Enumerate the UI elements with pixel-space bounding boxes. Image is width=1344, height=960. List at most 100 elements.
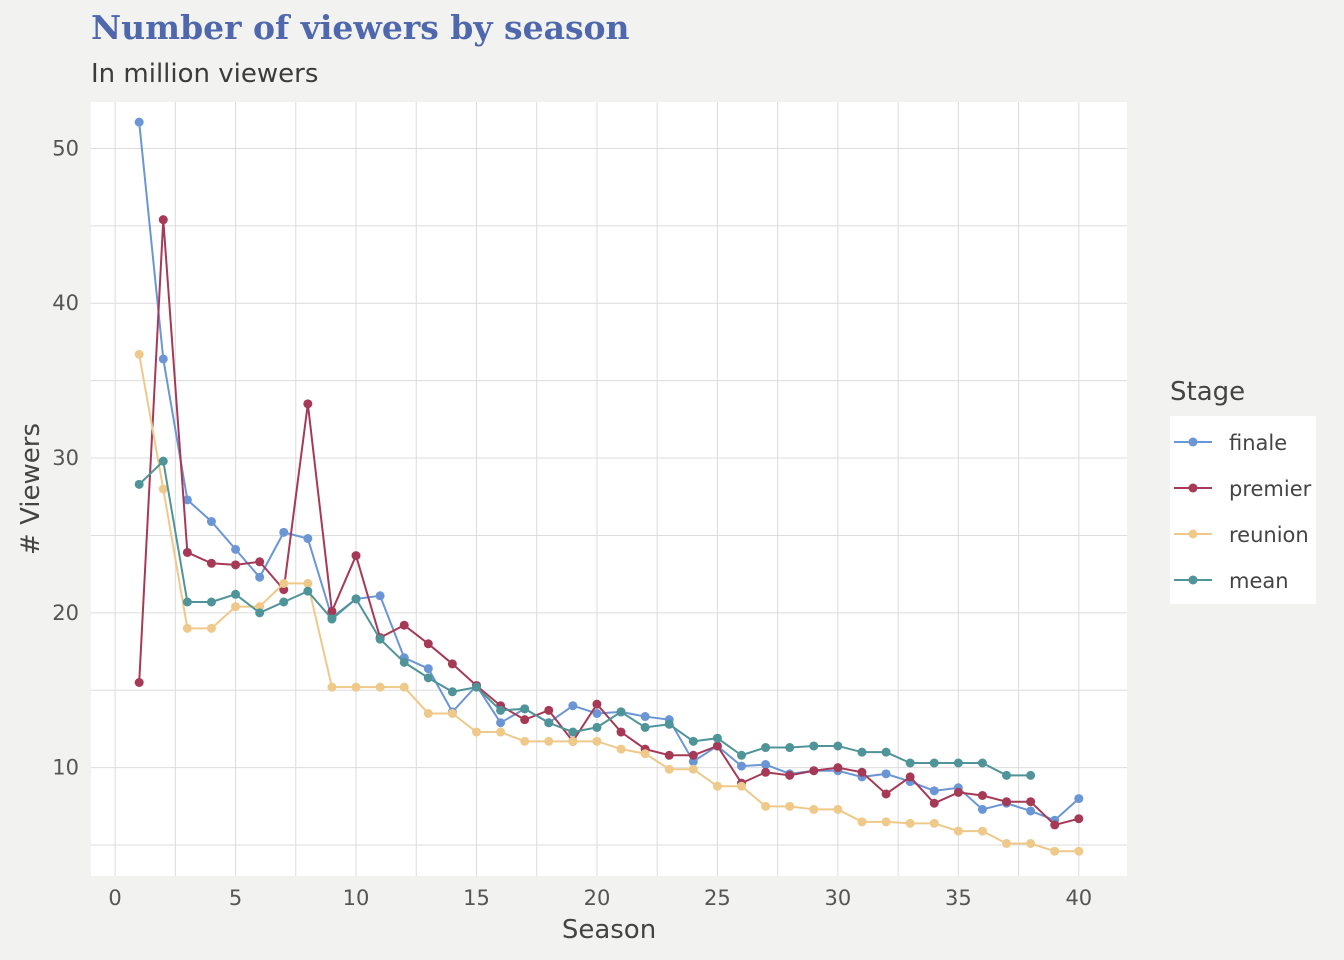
legend-key-point [1188, 437, 1198, 447]
data-point-reunion [158, 484, 168, 494]
data-point-mean [785, 743, 795, 753]
data-point-premier [881, 789, 891, 799]
data-point-premier [327, 606, 337, 616]
data-point-premier [833, 763, 843, 773]
data-point-mean [905, 758, 915, 768]
legend-label: premier [1229, 477, 1312, 501]
data-point-premier [303, 399, 313, 409]
data-point-premier [664, 750, 674, 760]
data-point-premier [279, 585, 289, 595]
x-tick-label: 35 [945, 886, 972, 910]
legend-label: finale [1229, 431, 1287, 455]
data-point-reunion [785, 801, 795, 811]
data-point-premier [809, 766, 819, 776]
x-tick-label: 0 [108, 886, 121, 910]
legend: finale premier reunion mean [1174, 431, 1312, 593]
data-point-finale [929, 786, 939, 796]
data-point-mean [351, 594, 361, 604]
data-point-finale [568, 701, 578, 711]
data-point-finale [423, 664, 433, 674]
data-point-reunion [809, 804, 819, 814]
data-point-finale [182, 495, 192, 505]
data-point-finale [1026, 806, 1036, 816]
data-point-premier [231, 560, 241, 570]
data-point-premier [134, 678, 144, 687]
y-axis-ticks: 10 20 30 40 50 [52, 136, 79, 779]
data-point-premier [977, 791, 987, 801]
data-point-mean [327, 614, 337, 624]
data-point-reunion [231, 602, 241, 612]
data-point-mean [1026, 770, 1036, 780]
data-point-mean [809, 741, 819, 751]
data-point-premier [616, 727, 626, 737]
gridlines [91, 102, 1127, 876]
legend-key-point [1188, 575, 1198, 585]
data-point-finale [303, 534, 313, 544]
series-line-premier [138, 219, 1080, 827]
series-line-finale [138, 122, 1080, 822]
data-point-reunion [206, 623, 216, 633]
data-point-finale [375, 591, 385, 601]
x-tick-label: 25 [704, 886, 731, 910]
data-point-mean [833, 741, 843, 751]
data-point-premier [423, 639, 433, 649]
data-point-mean [399, 657, 409, 667]
data-point-reunion [447, 708, 457, 718]
data-point-premier [520, 715, 530, 725]
data-point-mean [568, 727, 578, 737]
data-point-reunion [1026, 838, 1036, 848]
data-point-premier [544, 705, 554, 715]
data-point-mean [688, 736, 698, 746]
y-tick-label: 40 [52, 291, 79, 315]
data-point-reunion [929, 818, 939, 828]
data-point-premier [592, 699, 602, 709]
data-point-reunion [568, 736, 578, 746]
data-point-mean [761, 743, 771, 753]
data-point-mean [231, 589, 241, 599]
chart-subtitle: In million viewers [91, 59, 318, 89]
data-point-reunion [664, 764, 674, 774]
data-point-mean [857, 747, 867, 757]
data-point-reunion [688, 764, 698, 774]
data-point-reunion [327, 682, 337, 692]
data-point-mean [977, 758, 987, 768]
data-point-reunion [833, 804, 843, 814]
legend-item-finale: finale [1174, 431, 1287, 455]
data-point-reunion [1074, 846, 1084, 856]
data-point-finale [688, 756, 698, 766]
legend-item-mean: mean [1174, 569, 1289, 593]
y-axis-title: # Viewers [16, 423, 46, 555]
legend-title: Stage [1170, 377, 1245, 407]
data-point-mean [953, 758, 963, 768]
data-point-mean [592, 722, 602, 732]
x-tick-label: 40 [1065, 886, 1092, 910]
data-point-reunion [905, 818, 915, 828]
y-tick-label: 50 [52, 136, 79, 160]
y-tick-label: 30 [52, 446, 79, 470]
data-point-finale [881, 769, 891, 779]
data-point-premier [929, 798, 939, 808]
legend-item-premier: premier [1174, 477, 1312, 501]
data-point-reunion [737, 781, 747, 791]
data-point-premier [712, 741, 722, 751]
data-point-mean [134, 479, 144, 489]
series-line-reunion [138, 354, 1079, 853]
data-point-finale [761, 760, 771, 770]
data-point-mean [616, 707, 626, 717]
data-point-mean [182, 597, 192, 607]
data-point-finale [206, 517, 216, 527]
data-point-mean [447, 687, 457, 697]
data-point-finale [279, 527, 289, 537]
data-point-premier [1002, 797, 1012, 807]
data-point-mean [640, 722, 650, 732]
data-point-reunion [544, 736, 554, 746]
data-point-finale [134, 117, 144, 127]
data-point-reunion [1002, 838, 1012, 848]
data-point-premier [182, 547, 192, 557]
data-point-premier [953, 787, 963, 797]
data-point-finale [231, 544, 241, 554]
series-group [134, 117, 1084, 856]
data-point-reunion [1050, 846, 1060, 856]
legend-label: reunion [1229, 523, 1309, 547]
